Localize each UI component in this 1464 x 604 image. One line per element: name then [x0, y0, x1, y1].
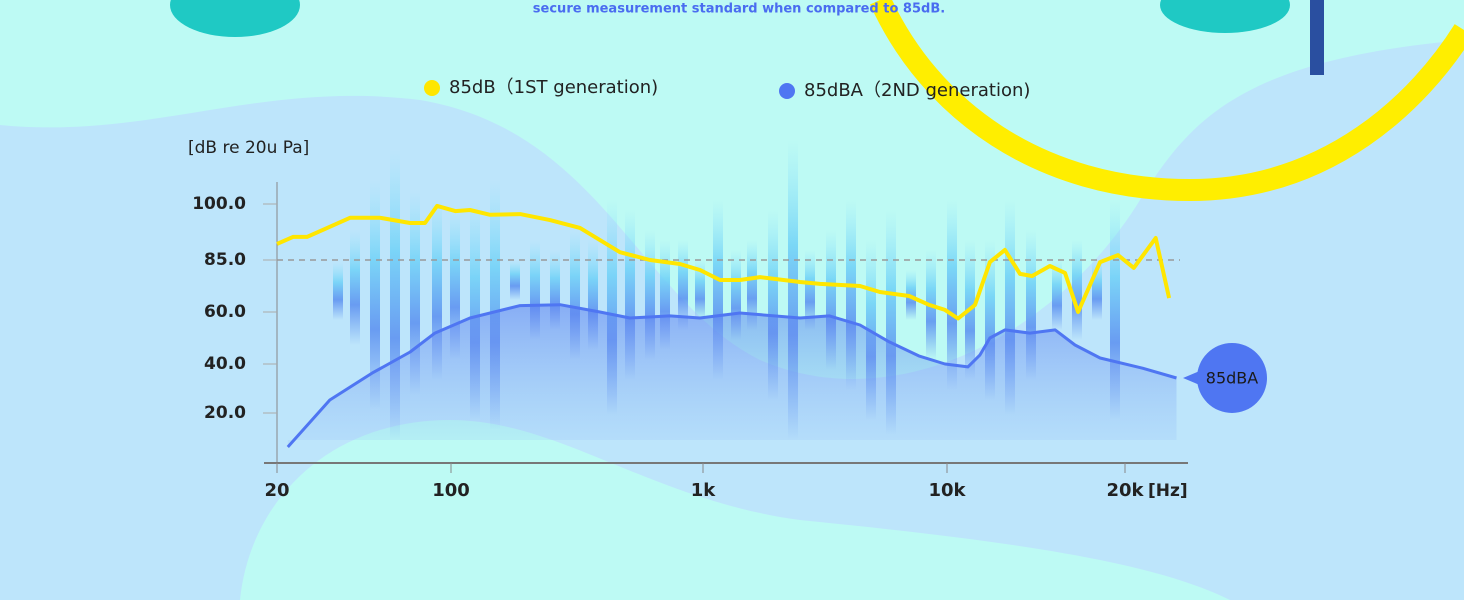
x-tick-label: 100 [432, 480, 470, 501]
x-tick-label: 10k [928, 480, 966, 501]
y-tick-label: 100.0 [192, 194, 246, 214]
y-tick-label: 85.0 [204, 250, 246, 270]
decor-bar [660, 240, 670, 350]
legend-label: 85dB（1ST generation) [449, 77, 658, 98]
decor-bar [985, 240, 995, 400]
decor-bar [747, 240, 757, 330]
decor-bar [570, 230, 580, 360]
decor-bar [1092, 260, 1102, 320]
decor-bar [510, 260, 520, 300]
decor-bar [731, 250, 741, 340]
decor-bar [713, 200, 723, 380]
line [276, 203, 1172, 321]
decor-bar [1110, 200, 1120, 420]
decor-bar [846, 200, 856, 390]
decor-bar [607, 200, 617, 415]
decor-bar [788, 140, 798, 440]
line [286, 303, 1177, 448]
decor-bar [410, 190, 420, 395]
decor-bar [826, 230, 836, 370]
decor-bar [530, 240, 540, 340]
decor-bar [625, 210, 635, 380]
decor-bar [370, 180, 380, 410]
y-axis-label: [dB re 20u Pa] [188, 138, 309, 158]
legend-marker [424, 80, 440, 96]
decor-bar [1026, 230, 1036, 380]
decor-bar [1052, 260, 1062, 330]
decor-bar [886, 210, 896, 435]
decor-arc [869, 0, 1464, 202]
end-label-bubble [1197, 342, 1267, 413]
decor-bar [490, 180, 500, 430]
decor-bar [432, 200, 442, 380]
y-tick-label: 40.0 [204, 354, 246, 374]
background-wave [0, 40, 1464, 600]
y-tick-label: 20.0 [204, 403, 246, 423]
decor-bar [450, 210, 460, 360]
decor-cable [1310, 0, 1324, 75]
x-axis-label: [Hz] [1148, 481, 1188, 501]
legend-marker [779, 83, 795, 99]
x-tick-label: 1k [691, 480, 717, 501]
decor-bar [645, 230, 655, 360]
decor-bar [333, 262, 343, 320]
decor-headphone [170, 0, 300, 37]
end-label: 85dBA [1206, 368, 1258, 387]
y-tick-label: 60.0 [204, 302, 246, 322]
decor-bar [350, 230, 360, 345]
decor-bar [768, 210, 778, 400]
x-tick-label: 20k [1106, 480, 1144, 501]
x-tick-label: 20 [264, 480, 289, 501]
decor-bar [390, 150, 400, 440]
decor-headphone [1160, 0, 1290, 33]
decor-bar [678, 240, 688, 330]
decor-bar [805, 250, 815, 330]
header-text: secure measurement standard when compare… [533, 2, 945, 17]
decor-bar [695, 260, 705, 320]
decor-bar [1072, 240, 1082, 340]
decor-bar [947, 200, 957, 390]
decor-bar [470, 200, 480, 420]
legend-label: 85dBA（2ND generation) [804, 80, 1030, 101]
decor-bar [550, 250, 560, 330]
decor-bar [1005, 200, 1015, 415]
area [287, 304, 1177, 447]
decor-bar [588, 240, 598, 350]
